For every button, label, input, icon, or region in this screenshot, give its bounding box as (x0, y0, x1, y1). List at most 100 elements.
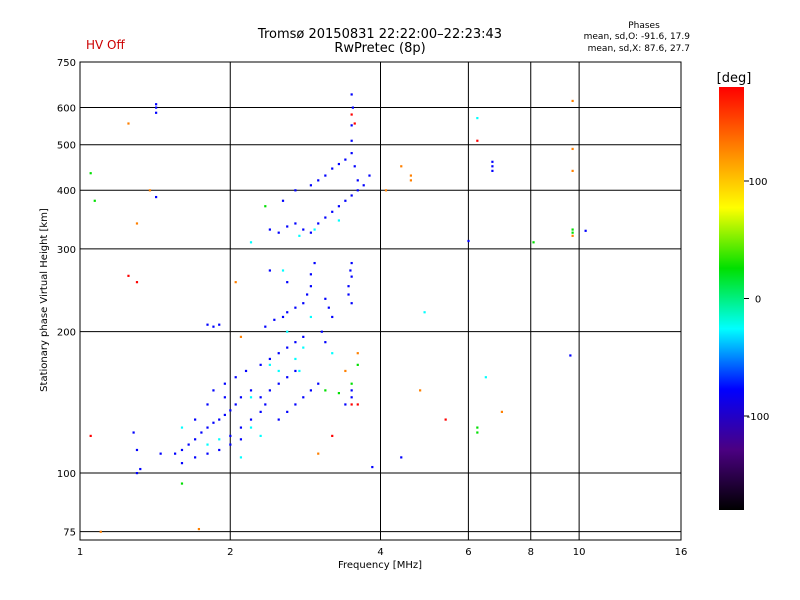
echo-point (155, 106, 158, 109)
echo-point (239, 438, 243, 441)
y-axis: 75 100 200 300 400 500 600 750 (57, 58, 76, 539)
phase-stats-o: mean, sd,O: -91.6, 17.9 (583, 32, 690, 42)
echo-point (281, 315, 285, 319)
echo-point (350, 152, 353, 155)
colorbar-tick-label: 100 (748, 177, 767, 188)
echo-point (294, 357, 297, 361)
echo-point (584, 229, 587, 232)
echo-point (218, 323, 221, 326)
echo-point (337, 162, 341, 166)
echo-point (249, 389, 253, 392)
echo-point (127, 122, 130, 125)
echo-point (327, 306, 330, 309)
echo-point (350, 302, 353, 305)
colorbar-ticks: 100 0 -100 (744, 177, 769, 423)
echo-point (347, 285, 350, 288)
echo-point (268, 228, 271, 231)
echo-point (302, 346, 305, 349)
echo-point (350, 194, 353, 197)
echo-point (356, 189, 359, 192)
echo-point (571, 169, 574, 172)
y-tick-label: 500 (57, 141, 76, 152)
echo-point (239, 335, 243, 338)
echo-point (350, 382, 353, 385)
echo-point (331, 434, 334, 438)
echo-point (132, 431, 135, 434)
echo-point (350, 124, 353, 127)
echo-point (180, 482, 184, 485)
echo-point (317, 179, 320, 182)
echo-point (268, 269, 271, 272)
echo-point (268, 363, 271, 366)
echo-point (337, 392, 341, 395)
echo-point (223, 396, 226, 399)
echo-point (206, 443, 209, 446)
echo-point (264, 205, 267, 208)
echo-point (313, 228, 316, 231)
echo-point (286, 346, 289, 349)
title-line1: Tromsø 20150831 22:22:00–22:23:43 (257, 27, 503, 42)
echo-point (331, 210, 334, 213)
echo-point (350, 396, 353, 399)
x-axis-label: Frequency [MHz] (338, 560, 422, 571)
y-tick-label: 300 (57, 245, 76, 256)
echo-point (476, 431, 479, 434)
echo-point (135, 448, 139, 452)
echo-points (89, 93, 587, 533)
hv-status: HV Off (86, 38, 125, 52)
title-line2: RwPretec (8p) (334, 41, 426, 56)
echo-point (331, 352, 334, 355)
echo-point (286, 225, 289, 228)
echo-point (350, 275, 353, 278)
echo-point (239, 456, 243, 459)
echo-point (302, 335, 305, 338)
echo-point (309, 285, 312, 288)
echo-point (320, 330, 323, 333)
grid-lines (80, 62, 681, 540)
echo-point (571, 99, 574, 103)
echo-point (476, 116, 479, 120)
y-tick-label: 600 (57, 104, 76, 115)
echo-point (400, 165, 403, 168)
echo-point (294, 369, 297, 373)
echo-point (351, 106, 354, 109)
echo-point (350, 403, 353, 406)
echo-point (324, 341, 327, 344)
echo-point (239, 426, 243, 429)
echo-point (484, 376, 487, 379)
echo-point (200, 431, 203, 434)
echo-point (302, 396, 305, 399)
echo-point (356, 179, 359, 182)
phase-stats-x: mean, sd,X: 87.6, 27.7 (587, 44, 690, 54)
echo-point (331, 167, 334, 170)
echo-point (362, 184, 365, 187)
echo-point (229, 434, 232, 438)
echo-point (99, 530, 102, 533)
echo-point (347, 293, 350, 296)
x-tick-label: 2 (227, 547, 233, 558)
phase-stats-title: Phases (628, 21, 660, 31)
echo-point (249, 426, 253, 429)
echo-point (206, 323, 209, 326)
echo-point (212, 389, 215, 392)
echo-point (277, 231, 280, 234)
echo-point (306, 293, 309, 296)
y-tick-label: 100 (57, 469, 76, 480)
echo-point (324, 389, 327, 392)
echo-point (223, 382, 226, 385)
echo-point (409, 179, 412, 182)
echo-point (229, 443, 232, 446)
echo-point (294, 341, 297, 344)
echo-point (571, 231, 574, 234)
echo-point (229, 409, 232, 412)
echo-point (194, 418, 197, 421)
echo-point (155, 103, 158, 106)
echo-point (286, 376, 289, 379)
echo-point (371, 465, 374, 469)
echo-point (324, 174, 327, 177)
echo-point (277, 352, 280, 355)
echo-point (444, 418, 447, 421)
echo-point (309, 273, 312, 276)
echo-point (298, 234, 301, 237)
echo-point (532, 241, 535, 244)
